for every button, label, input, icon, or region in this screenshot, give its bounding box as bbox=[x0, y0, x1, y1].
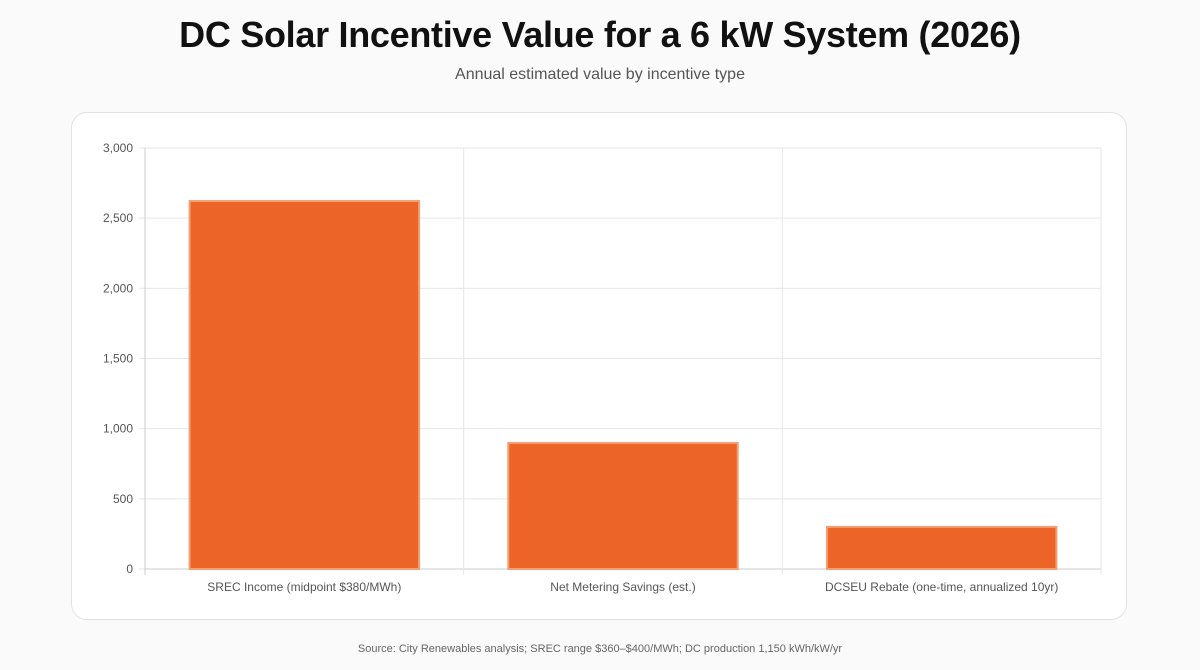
bar bbox=[825, 525, 1058, 570]
y-tick-label: 500 bbox=[113, 492, 133, 506]
bar-chart: 0 500 1,000 1,500 2,000 2,500 3,000 SREC Income… bbox=[103, 141, 1102, 594]
bar bbox=[507, 441, 739, 570]
y-tick-label: 2,000 bbox=[103, 281, 133, 295]
y-tick-label: 0 bbox=[126, 562, 133, 576]
x-tick-label: SREC Income (midpoint $380/MWh) bbox=[207, 580, 401, 594]
chart-title: DC Solar Incentive Value for a 6 kW Syst… bbox=[179, 14, 1021, 55]
x-tick-label: Net Metering Savings (est.) bbox=[550, 580, 695, 594]
y-tick-label: 1,500 bbox=[103, 352, 133, 366]
source-note: Source: City Renewables analysis; SREC r… bbox=[357, 643, 843, 655]
y-tick-label: 2,500 bbox=[103, 211, 133, 225]
y-tick-label: 3,000 bbox=[103, 141, 133, 155]
y-tick-label: 1,000 bbox=[103, 422, 133, 436]
x-tick-label: DCSEU Rebate (one-time, annualized 10yr) bbox=[825, 580, 1058, 594]
chart-subtitle: Annual estimated value by incentive type bbox=[455, 66, 745, 83]
bar bbox=[188, 200, 421, 571]
chart-card: 0 500 1,000 1,500 2,000 2,500 3,000 SREC Income… bbox=[71, 112, 1127, 620]
